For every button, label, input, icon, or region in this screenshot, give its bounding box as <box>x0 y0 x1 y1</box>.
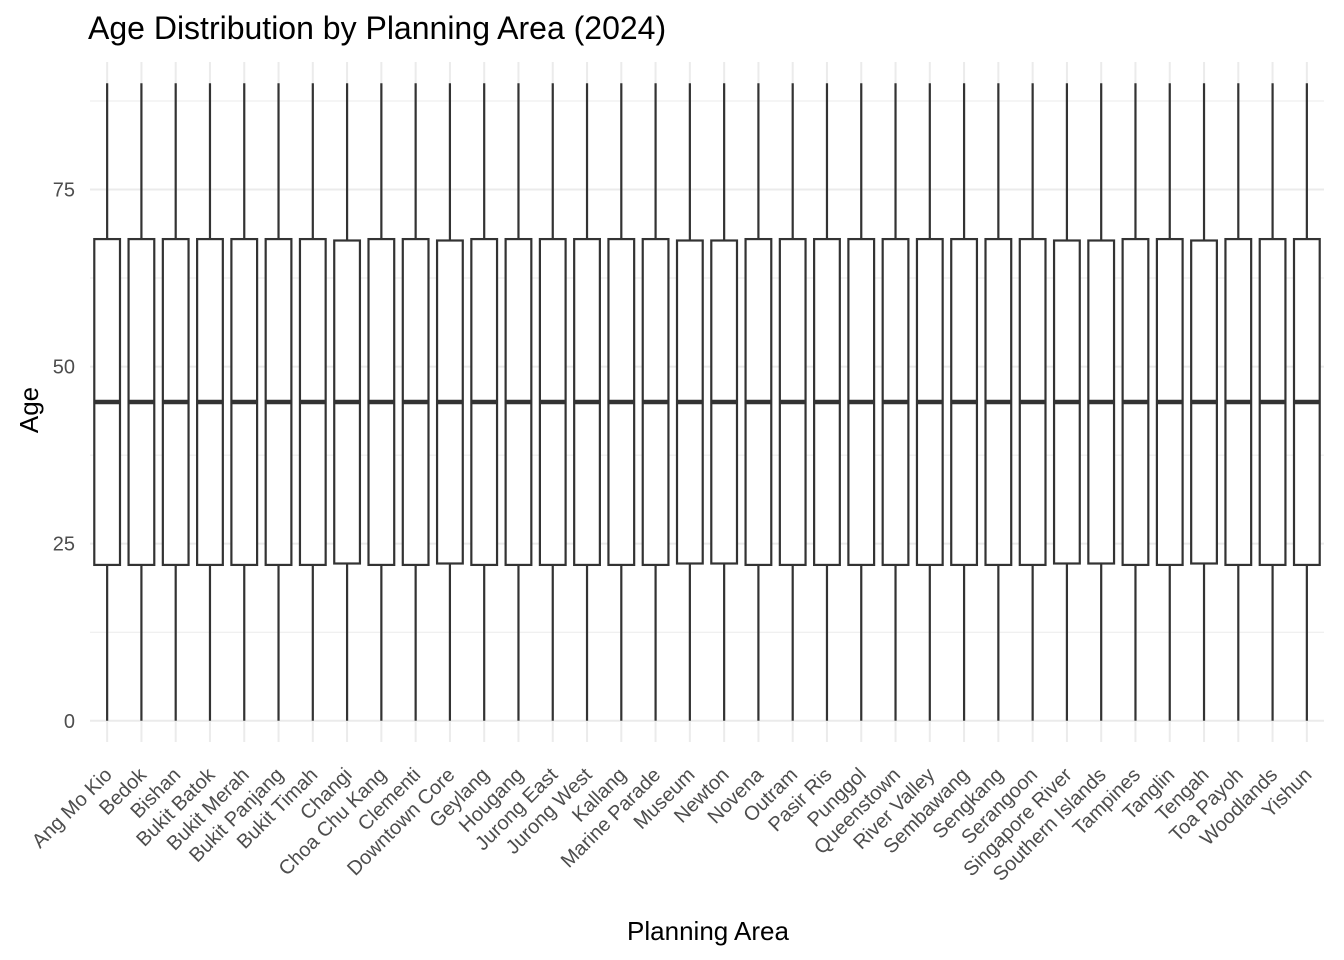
box-toa-payoh <box>1224 83 1253 721</box>
box-outram <box>778 83 807 721</box>
box-marine-parade <box>641 83 670 721</box>
box-bedok <box>127 83 156 721</box>
box-downtown-core <box>435 83 464 721</box>
box-queenstown <box>881 83 910 721</box>
box-ang-mo-kio <box>93 83 122 721</box>
y-axis-title: Age <box>14 387 44 433</box>
y-tick-label: 75 <box>53 180 75 202</box>
box-jurong-east <box>538 83 567 721</box>
box-bishan <box>161 83 190 721</box>
box-sengkang <box>984 83 1013 721</box>
box-newton <box>710 83 739 721</box>
box-sembawang <box>950 83 979 721</box>
box-tampines <box>1121 83 1150 721</box>
y-tick-label: 25 <box>53 534 75 556</box>
box-tanglin <box>1155 83 1184 721</box>
box-southern-islands <box>1087 83 1116 721</box>
box-kallang <box>607 83 636 721</box>
box-river-valley <box>915 83 944 721</box>
box-serangoon <box>1018 83 1047 721</box>
box-woodlands <box>1258 83 1287 721</box>
x-axis-title: Planning Area <box>627 916 789 946</box>
box-choa-chu-kang <box>367 83 396 721</box>
box-bukit-panjang <box>264 83 293 721</box>
y-tick-label: 0 <box>64 711 75 733</box>
y-tick-label: 50 <box>53 357 75 379</box>
box-yishun <box>1292 83 1321 721</box>
box-punggol <box>847 83 876 721</box>
box-pasir-ris <box>813 83 841 721</box>
box-clementi <box>401 83 430 721</box>
box-tengah <box>1190 83 1218 721</box>
box-museum <box>675 83 704 721</box>
box-bukit-merah <box>230 83 259 721</box>
box-singapore-river <box>1052 83 1081 721</box>
box-hougang <box>504 83 533 721</box>
box-geylang <box>470 83 499 721</box>
chart-title: Age Distribution by Planning Area (2024) <box>88 10 667 46</box>
boxplot-series <box>93 83 1321 721</box>
box-jurong-west <box>573 83 601 721</box>
box-novena <box>744 83 773 721</box>
box-bukit-timah <box>298 83 327 721</box>
box-changi <box>333 83 362 721</box>
box-bukit-batok <box>196 83 224 721</box>
y-axis-ticks: 0 25 50 75 <box>53 180 75 733</box>
